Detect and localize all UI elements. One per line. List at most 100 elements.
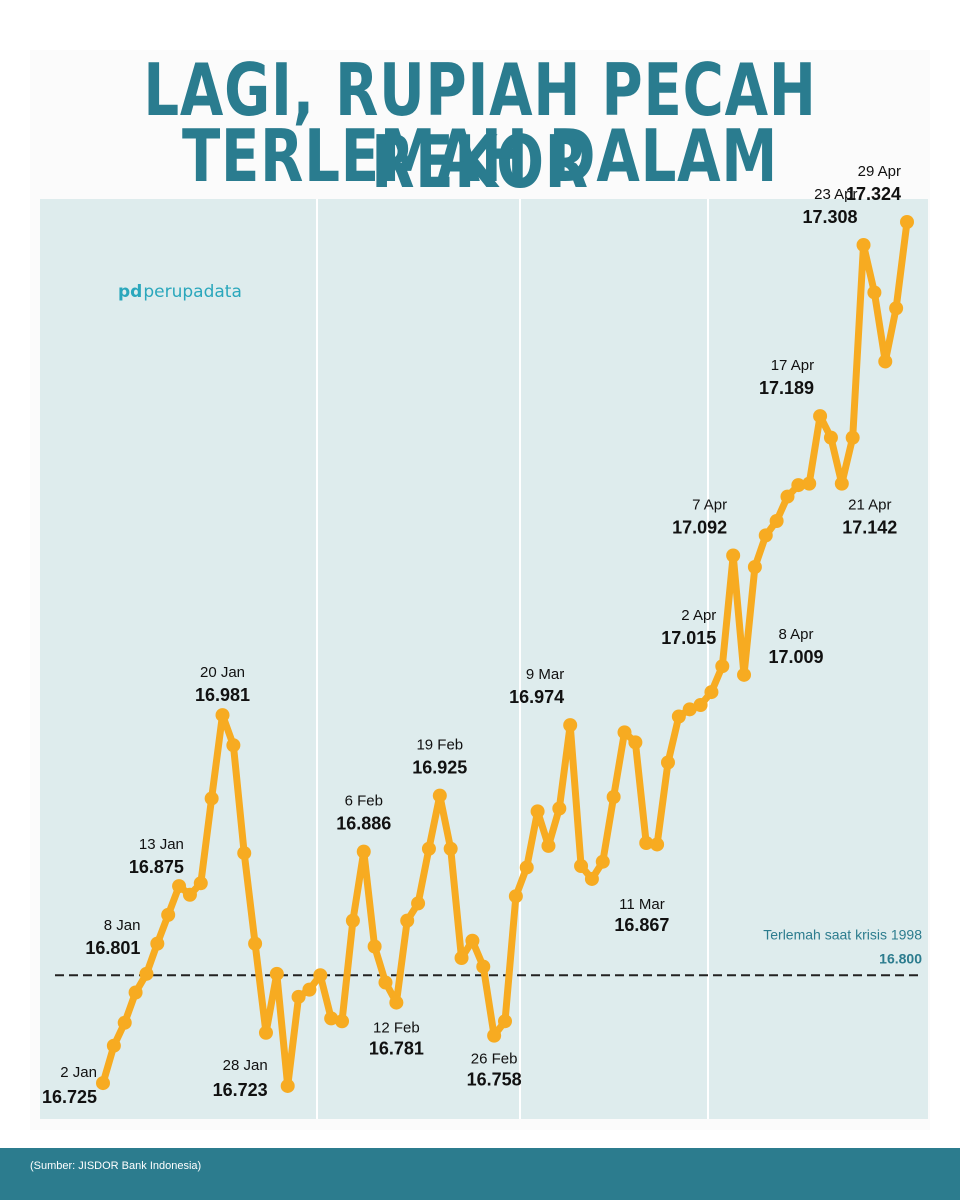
- data-point: [704, 685, 719, 700]
- data-point: [106, 1038, 121, 1053]
- data-point: [552, 801, 567, 816]
- annotation-value: 17.009: [768, 647, 823, 667]
- data-point: [845, 430, 860, 445]
- data-points: [96, 215, 914, 1093]
- annotation-value: 16.974: [509, 687, 564, 707]
- data-point: [454, 951, 469, 965]
- data-point: [389, 995, 404, 1010]
- data-point: [671, 709, 686, 724]
- perupadata-logo: pd perupadata: [118, 282, 242, 302]
- data-point: [856, 238, 871, 252]
- data-point: [324, 1011, 339, 1026]
- data-labels: 2 Jan 16.725 8 Jan 16.801 13 Jan 16.875 20 Jan…: [42, 163, 901, 1107]
- data-point: [780, 489, 795, 504]
- data-point: [823, 430, 838, 445]
- data-point: [356, 844, 371, 859]
- data-point: [617, 725, 632, 740]
- annotation-value: 16.867: [614, 915, 669, 935]
- data-point: [498, 1014, 512, 1029]
- annotation-value: 16.781: [369, 1039, 424, 1059]
- annotation-value: 17.142: [842, 518, 897, 538]
- annotation-date: 6 Feb: [345, 793, 383, 810]
- annotation-date: 19 Feb: [416, 737, 463, 754]
- annotation-date: 2 Jan: [60, 1064, 97, 1081]
- data-point: [878, 354, 893, 369]
- data-point: [226, 738, 241, 753]
- data-point: [237, 846, 252, 861]
- data-point: [758, 528, 773, 543]
- data-point: [693, 698, 708, 712]
- source-note: (Sumber: JISDOR Bank Indonesia): [30, 1160, 202, 1172]
- annotation-value: 16.925: [412, 758, 467, 778]
- data-point: [302, 982, 317, 997]
- annotation-value: 16.723: [213, 1080, 268, 1100]
- annotation-date: 29 Apr: [858, 163, 901, 180]
- data-point: [737, 667, 752, 682]
- data-point: [900, 215, 914, 229]
- data-point: [574, 859, 589, 873]
- data-point: [96, 1076, 110, 1091]
- data-point: [487, 1028, 502, 1043]
- data-point: [530, 804, 545, 819]
- annotation-date: 12 Feb: [373, 1020, 420, 1037]
- data-point: [650, 837, 665, 852]
- annotation-value: 17.015: [661, 628, 716, 648]
- annotation-value: 17.189: [759, 378, 814, 398]
- annotation-date: 2 Apr: [681, 607, 716, 624]
- data-point: [215, 708, 230, 723]
- data-point: [367, 939, 382, 954]
- annotation-date: 13 Jan: [139, 836, 184, 853]
- data-point: [682, 702, 697, 717]
- data-point: [117, 1015, 132, 1030]
- data-point: [834, 476, 849, 491]
- data-point: [802, 476, 817, 491]
- annotation-date: 21 Apr: [848, 497, 891, 514]
- data-point: [139, 966, 154, 981]
- reference-line-value: 16.800: [879, 950, 922, 966]
- data-point: [269, 966, 284, 981]
- annotation-value: 16.981: [195, 685, 250, 705]
- annotation-value: 17.308: [802, 207, 857, 227]
- data-point: [639, 836, 654, 850]
- annotation-date: 26 Feb: [471, 1051, 518, 1068]
- annotation-value: 17.092: [672, 518, 727, 538]
- logo-mark: pd: [118, 282, 143, 302]
- data-point: [541, 838, 556, 853]
- data-point: [150, 936, 165, 951]
- data-point: [660, 755, 675, 770]
- data-point: [128, 985, 143, 1000]
- annotation-value: 16.725: [42, 1087, 97, 1107]
- data-point: [628, 735, 643, 750]
- data-point: [508, 889, 523, 904]
- chart-title-line-1: LAGI, RUPIAH PECAH REKOR: [143, 48, 817, 204]
- data-point: [421, 841, 436, 856]
- data-point: [258, 1025, 273, 1040]
- data-point: [465, 933, 480, 948]
- data-point: [443, 841, 458, 856]
- data-point: [813, 409, 828, 424]
- data-point: [204, 791, 219, 806]
- annotation-date: 17 Apr: [771, 357, 814, 374]
- data-point: [291, 989, 306, 1004]
- data-point: [769, 514, 784, 528]
- data-point: [378, 975, 393, 990]
- data-point: [889, 301, 904, 316]
- footer-bar: (Sumber: JISDOR Bank Indonesia): [0, 1148, 960, 1200]
- data-point: [193, 876, 208, 891]
- data-point: [563, 718, 578, 733]
- data-point: [432, 788, 447, 803]
- annotation-date: 11 Mar: [619, 896, 665, 913]
- data-point: [606, 790, 621, 804]
- annotation-date: 7 Apr: [692, 497, 727, 514]
- data-point: [584, 871, 599, 886]
- annotation-date: 9 Mar: [526, 666, 564, 683]
- data-point: [747, 560, 762, 574]
- data-point: [248, 936, 263, 951]
- data-point: [519, 860, 534, 875]
- logo-text: perupadata: [143, 282, 242, 302]
- annotation-value: 17.324: [846, 184, 901, 204]
- annotation-date: 20 Jan: [200, 664, 245, 681]
- data-point: [726, 548, 741, 563]
- data-point: [867, 285, 882, 300]
